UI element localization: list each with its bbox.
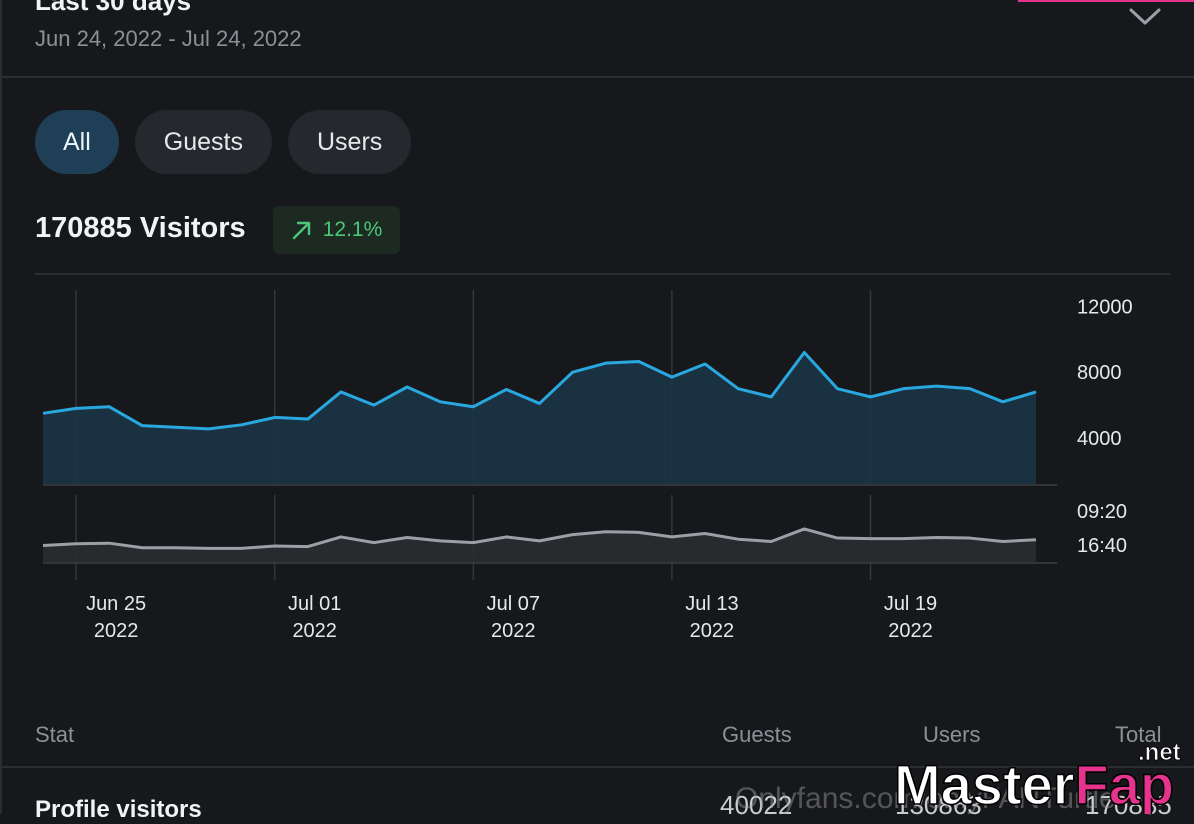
svg-text:MasterFap: MasterFap: [894, 753, 1174, 814]
duration-area-fill: [43, 528, 1036, 562]
x-tick-year-2: 2022: [491, 620, 536, 642]
arrow-up-right-icon: [292, 221, 310, 240]
trend-badge: 12.1%: [273, 206, 400, 254]
svg-text:.net: .net: [1138, 739, 1181, 766]
watermark-text: Onlyfans.com/onlyFANTurtle: [735, 782, 1116, 815]
duration-line: [42, 527, 1037, 550]
visitors-line: [42, 350, 1037, 431]
table-header-stat: Stat: [35, 722, 75, 747]
visitor-filter-tabs: All Guests Users: [35, 110, 412, 174]
y-tick-main-0: 12000: [1077, 296, 1133, 318]
x-tick-year-1: 2022: [292, 620, 337, 642]
y-tick-main-1: 8000: [1077, 362, 1122, 384]
filter-users-button[interactable]: Users: [288, 110, 412, 174]
table-row-label: Profile visitors: [35, 796, 202, 823]
x-tick-label-4: Jul 19: [884, 593, 937, 615]
y-tick-sub-0: 09:20: [1077, 501, 1127, 523]
x-tick-label-0: Jun 25: [86, 593, 146, 615]
header-divider: [2, 76, 1194, 78]
x-tick-year-3: 2022: [690, 620, 735, 642]
chevron-down-icon[interactable]: [1128, 4, 1162, 30]
y-tick-main-2: 4000: [1077, 428, 1122, 450]
x-tick-label-1: Jul 01: [288, 593, 341, 615]
visitors-area-fill: [43, 352, 1036, 484]
y-tick-sub-1: 16:40: [1077, 535, 1127, 557]
x-tick-year-0: 2022: [94, 620, 139, 642]
x-tick-year-4: 2022: [888, 620, 933, 642]
filter-all-button[interactable]: All: [35, 110, 119, 174]
x-tick-label-2: Jul 07: [487, 593, 540, 615]
filter-guests-button[interactable]: Guests: [134, 110, 272, 174]
visitors-chart: 12000 8000 4000 09:20 16:40 Jun 25 2022 Jul 01 2…: [42, 290, 1133, 642]
table-divider: [2, 766, 1194, 768]
period-date-range: Jun 24, 2022 - Jul 24, 2022: [35, 26, 302, 51]
accent-strip: [1018, 0, 1194, 2]
visitors-total: 170885 Visitors: [35, 212, 246, 244]
table-header-guests: Guests: [722, 722, 792, 747]
trend-value: 12.1%: [322, 218, 383, 241]
chart-divider: [35, 273, 1170, 275]
table-header-users: Users: [923, 722, 981, 747]
x-tick-label-3: Jul 13: [685, 593, 738, 615]
period-title: Last 30 days: [35, 0, 192, 16]
table-header-total: Total: [1115, 722, 1162, 747]
masterfap-logo: MasterFap .net: [893, 739, 1181, 814]
